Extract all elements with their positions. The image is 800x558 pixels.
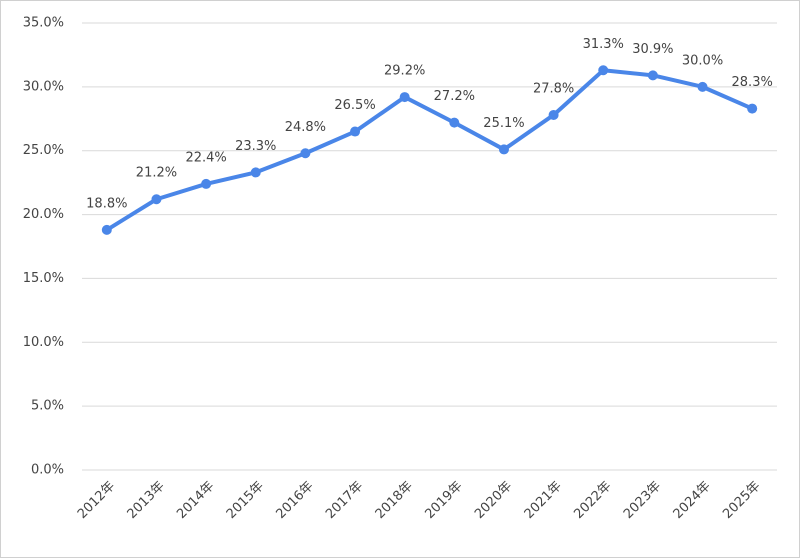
line bbox=[105, 68, 753, 232]
point bbox=[151, 194, 162, 205]
point bbox=[201, 178, 212, 189]
value-label: 23.3% bbox=[235, 139, 276, 154]
value-label: 24.8% bbox=[285, 120, 326, 135]
y-tick-label: 30.0% bbox=[23, 79, 64, 94]
y-tick-label: 20.0% bbox=[23, 207, 64, 222]
point bbox=[647, 70, 658, 81]
point bbox=[548, 109, 559, 120]
point bbox=[498, 144, 509, 155]
point bbox=[350, 126, 361, 137]
point bbox=[250, 167, 261, 178]
point bbox=[300, 148, 311, 159]
value-label: 25.1% bbox=[483, 116, 524, 131]
value-label: 29.2% bbox=[384, 64, 425, 79]
value-label: 21.2% bbox=[136, 166, 177, 181]
y-tick-label: 15.0% bbox=[23, 271, 64, 286]
y-tick-label: 10.0% bbox=[23, 335, 64, 350]
y-tick-label: 35.0% bbox=[23, 16, 64, 31]
point bbox=[399, 92, 410, 103]
point bbox=[101, 224, 112, 235]
y-tick-label: 5.0% bbox=[31, 399, 64, 414]
y-tick-label: 0.0% bbox=[31, 463, 64, 478]
value-label: 27.8% bbox=[533, 81, 574, 96]
point bbox=[598, 65, 609, 76]
value-label: 30.0% bbox=[682, 53, 723, 68]
value-label: 28.3% bbox=[732, 75, 773, 90]
point bbox=[747, 103, 758, 114]
y-tick-label: 25.0% bbox=[23, 143, 64, 158]
value-label: 31.3% bbox=[583, 37, 624, 52]
value-label: 30.9% bbox=[632, 42, 673, 57]
value-label: 22.4% bbox=[185, 150, 226, 165]
value-label: 18.8% bbox=[86, 196, 127, 211]
value-label: 27.2% bbox=[434, 89, 475, 104]
point bbox=[449, 117, 460, 128]
point bbox=[697, 81, 708, 92]
value-label: 26.5% bbox=[334, 98, 375, 113]
